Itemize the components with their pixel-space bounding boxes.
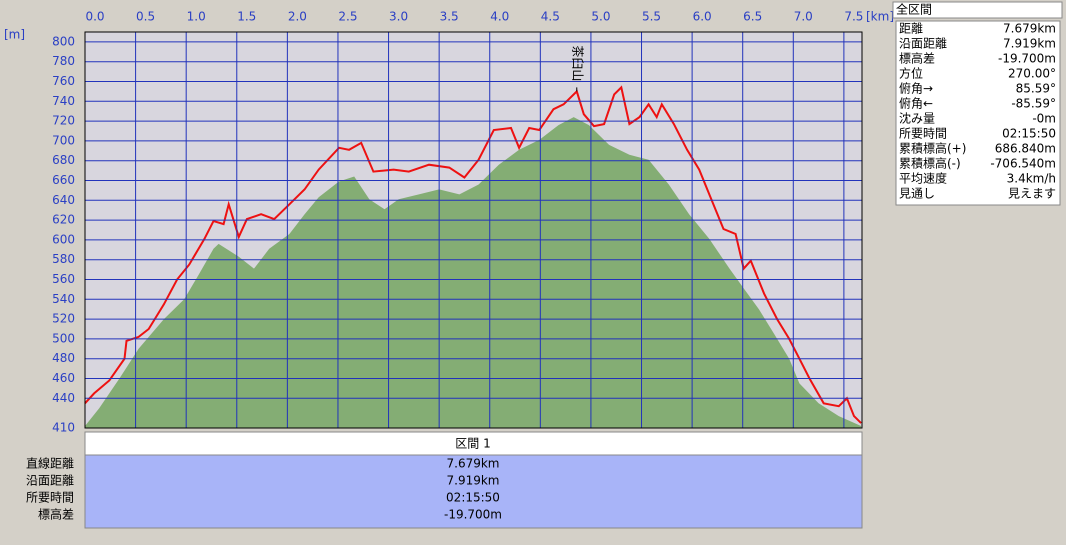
panel-value: -0m bbox=[1032, 112, 1056, 126]
panel-value: -706.540m bbox=[990, 157, 1056, 171]
panel-value: 7.679km bbox=[1003, 22, 1056, 36]
panel-value: 270.00° bbox=[1008, 67, 1056, 81]
panel-body bbox=[895, 20, 1061, 206]
plot-frame bbox=[84, 31, 863, 429]
panel-label: 標高差 bbox=[899, 51, 935, 66]
panel-label: 平均速度 bbox=[899, 171, 947, 186]
panel-title-box bbox=[892, 1, 1063, 19]
panel-label: 俯角→ bbox=[899, 81, 933, 96]
panel-title: 全区間 bbox=[896, 2, 932, 17]
y-tick-label: 500 bbox=[52, 331, 75, 345]
y-tick-label: 640 bbox=[52, 193, 75, 207]
y-tick-label: 580 bbox=[52, 252, 75, 266]
section-label: 沿面距離 bbox=[26, 474, 74, 488]
y-tick-label: 720 bbox=[52, 114, 75, 128]
panel-value: 02:15:50 bbox=[1002, 127, 1056, 141]
x-tick-label: 3.5 bbox=[440, 10, 459, 24]
x-tick-label: 0.5 bbox=[136, 10, 155, 24]
section-rows bbox=[84, 454, 863, 529]
y-tick-label: 520 bbox=[52, 312, 75, 326]
y-tick-label: 600 bbox=[52, 232, 75, 246]
x-tick-label: 5.5 bbox=[642, 10, 661, 24]
x-tick-label: 2.5 bbox=[338, 10, 357, 24]
panel-value: 7.919km bbox=[1003, 37, 1056, 51]
route-line bbox=[84, 85, 862, 424]
panel-value: 見えます bbox=[1008, 187, 1056, 201]
panel-label: 距離 bbox=[899, 22, 923, 36]
x-tick-label: 5.0 bbox=[591, 10, 610, 24]
section-value: 7.919km bbox=[447, 474, 500, 488]
y-tick-label: 680 bbox=[52, 153, 75, 167]
x-tick-label: 0.0 bbox=[85, 10, 104, 24]
y-tick-label: 620 bbox=[52, 213, 75, 227]
panel-label: 見通し bbox=[899, 187, 935, 201]
panel-label: 方位 bbox=[899, 66, 923, 81]
x-tick-label: 4.5 bbox=[541, 10, 560, 24]
panel-label: 所要時間 bbox=[899, 127, 947, 141]
y-tick-label: 440 bbox=[52, 391, 75, 405]
terrain-area bbox=[85, 117, 862, 428]
section-label: 所要時間 bbox=[26, 491, 74, 505]
panel-label: 沿面距離 bbox=[899, 37, 947, 51]
annotation: 茶臼山 bbox=[570, 45, 585, 81]
panel-label: 沈み量 bbox=[899, 111, 935, 126]
x-tick-label: 2.0 bbox=[288, 10, 307, 24]
y-tick-label: 700 bbox=[52, 133, 75, 147]
panel-label: 累積標高(+) bbox=[899, 141, 966, 156]
y-tick-label: 410 bbox=[52, 421, 75, 435]
x-tick-label: 1.5 bbox=[237, 10, 256, 24]
section-value: -19.700m bbox=[444, 508, 502, 522]
y-tick-label: 660 bbox=[52, 173, 75, 187]
x-tick-label: 4.0 bbox=[490, 10, 509, 24]
x-tick-label: 1.0 bbox=[187, 10, 206, 24]
panel-value: 85.59° bbox=[1016, 82, 1056, 96]
x-tick-label: 6.0 bbox=[693, 10, 712, 24]
y-tick-label: 560 bbox=[52, 272, 75, 286]
y-tick-label: 740 bbox=[52, 94, 75, 108]
x-tick-label: 6.5 bbox=[743, 10, 762, 24]
section-label: 標高差 bbox=[38, 507, 74, 522]
section-value: 02:15:50 bbox=[446, 491, 500, 505]
x-tick-label: 7.5 bbox=[844, 10, 863, 24]
y-unit: [m] bbox=[4, 28, 25, 42]
panel-label: 俯角← bbox=[899, 96, 933, 111]
panel-value: 3.4km/h bbox=[1007, 172, 1056, 186]
y-tick-label: 460 bbox=[52, 371, 75, 385]
x-tick-label: 7.0 bbox=[794, 10, 813, 24]
x-unit: [km] bbox=[866, 10, 894, 24]
x-tick-label: 3.0 bbox=[389, 10, 408, 24]
y-tick-label: 800 bbox=[52, 34, 75, 48]
y-tick-label: 540 bbox=[52, 292, 75, 306]
section-value: 7.679km bbox=[447, 457, 500, 471]
section-header: 区間 1 bbox=[455, 437, 490, 451]
panel-label: 累積標高(-) bbox=[899, 156, 961, 171]
y-tick-label: 760 bbox=[52, 74, 75, 88]
y-tick-label: 480 bbox=[52, 351, 75, 365]
panel-value: 686.840m bbox=[995, 142, 1056, 156]
panel-value: -85.59° bbox=[1011, 97, 1056, 111]
panel-value: -19.700m bbox=[998, 52, 1056, 66]
y-tick-label: 780 bbox=[52, 54, 75, 68]
section-label: 直線距離 bbox=[26, 456, 74, 471]
